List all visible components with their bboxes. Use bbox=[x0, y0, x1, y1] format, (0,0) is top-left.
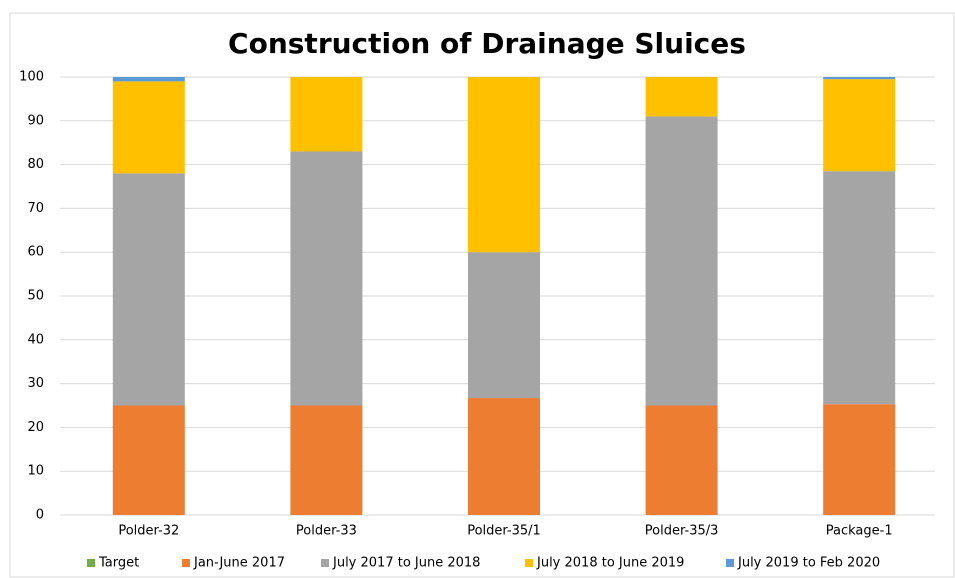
legend-swatch bbox=[321, 559, 329, 567]
legend-label: Target bbox=[98, 556, 139, 571]
bar-segment bbox=[290, 405, 363, 515]
x-tick-label: Polder-35/1 bbox=[467, 524, 541, 539]
bar-segment bbox=[112, 173, 185, 406]
legend-label: July 2018 to June 2019 bbox=[536, 556, 684, 571]
chart-border bbox=[9, 12, 955, 578]
legend-swatch bbox=[726, 559, 734, 567]
legend-label: July 2019 to Feb 2020 bbox=[737, 556, 880, 571]
y-tick-label: 40 bbox=[27, 332, 44, 347]
bar-segment bbox=[823, 79, 896, 172]
bar-segment bbox=[645, 77, 718, 117]
y-tick-label: 60 bbox=[27, 245, 44, 260]
y-tick-label: 10 bbox=[27, 464, 44, 479]
y-tick-label: 80 bbox=[27, 157, 44, 172]
bar-segment bbox=[468, 398, 540, 515]
chart-title: Construction of Drainage Sluices bbox=[228, 27, 746, 60]
bar-segment bbox=[468, 77, 540, 253]
bar-segment bbox=[112, 81, 185, 174]
legend-label: July 2017 to June 2018 bbox=[332, 556, 480, 571]
bar-segment bbox=[823, 171, 896, 405]
bar-segment bbox=[112, 77, 185, 82]
y-tick-label: 0 bbox=[36, 508, 44, 523]
bar-segment bbox=[290, 77, 363, 152]
x-tick-label: Polder-33 bbox=[296, 524, 357, 539]
y-tick-label: 100 bbox=[19, 70, 44, 85]
x-tick-label: Polder-32 bbox=[118, 524, 179, 539]
y-tick-label: 20 bbox=[27, 420, 44, 435]
y-tick-label: 50 bbox=[27, 289, 44, 304]
y-tick-label: 90 bbox=[27, 113, 44, 128]
legend-swatch bbox=[87, 559, 95, 567]
legend-swatch bbox=[525, 559, 533, 567]
bar-segment bbox=[468, 252, 540, 399]
bar-segment bbox=[645, 116, 718, 406]
bar-segment bbox=[290, 151, 363, 406]
y-tick-label: 70 bbox=[27, 201, 44, 216]
legend-swatch bbox=[182, 559, 190, 567]
x-tick-label: Polder-35/3 bbox=[645, 524, 719, 539]
bar-segment bbox=[823, 77, 896, 80]
x-tick-label: Package-1 bbox=[826, 524, 893, 539]
bar-segment bbox=[823, 404, 896, 515]
bar-segment bbox=[112, 405, 185, 515]
bar-segment bbox=[645, 405, 718, 515]
y-tick-label: 30 bbox=[27, 376, 44, 391]
legend-label: Jan-June 2017 bbox=[193, 556, 285, 571]
